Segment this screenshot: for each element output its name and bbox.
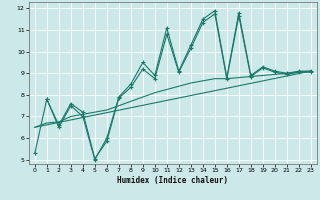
X-axis label: Humidex (Indice chaleur): Humidex (Indice chaleur) — [117, 176, 228, 185]
